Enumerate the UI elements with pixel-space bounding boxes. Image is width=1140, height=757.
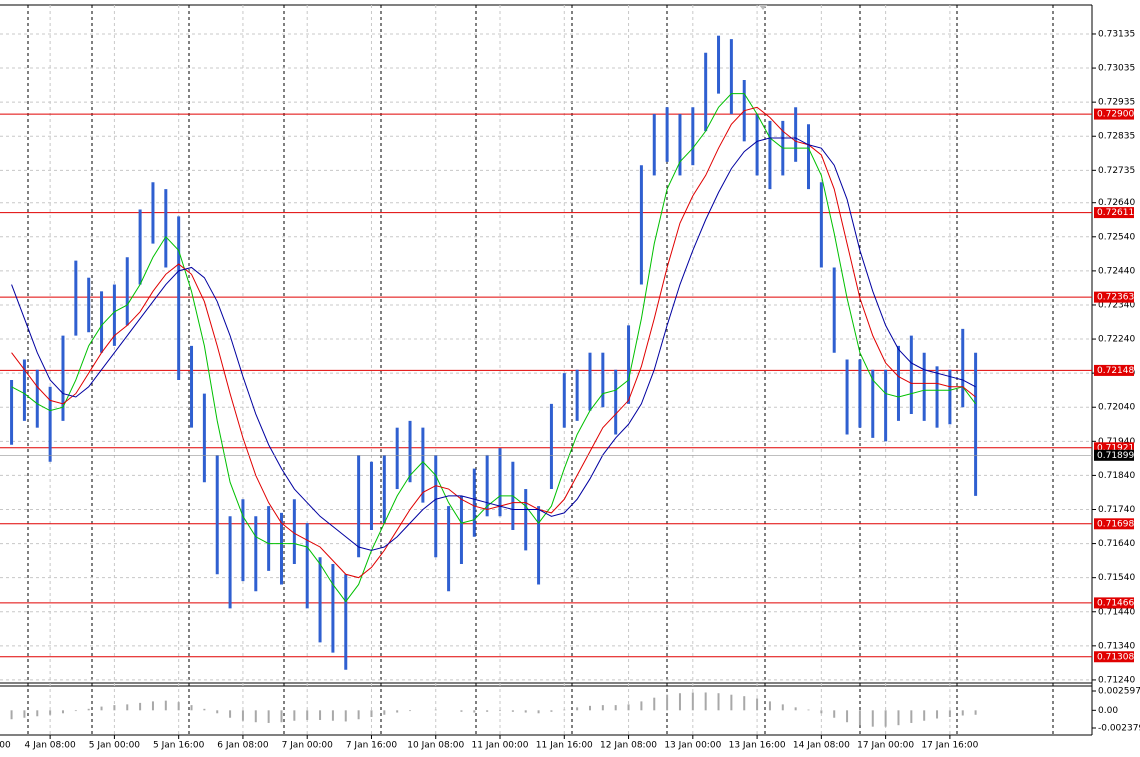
level-label: 0.71921 (1097, 443, 1134, 453)
level-tag (1094, 207, 1134, 219)
y-tick-label: 0.71740 (1098, 505, 1135, 515)
x-tick-label: 13 Jan 00:00 (664, 741, 721, 751)
osc-tick-label: 0.00 (1098, 706, 1118, 716)
y-tick-label: 0.73135 (1098, 29, 1135, 39)
y-tick-label: 0.72540 (1098, 232, 1135, 242)
y-tick-label: 0.73035 (1098, 64, 1135, 74)
y-tick-label: 0.72040 (1098, 403, 1135, 413)
y-tick-label: 0.71340 (1098, 641, 1135, 651)
x-tick-label: 17 Jan 00:00 (857, 741, 914, 751)
level-tag (1094, 597, 1134, 609)
x-tick-label: 4 Jan 08:00 (24, 741, 76, 751)
period-separators (27, 5, 1054, 735)
x-tick-label: 7 Jan 16:00 (346, 741, 398, 751)
x-tick-label: 5 Jan 16:00 (153, 741, 205, 751)
y-tick-label: 0.71640 (1098, 539, 1135, 549)
x-tick-label: 11 Jan 00:00 (472, 741, 529, 751)
y-tick-label: 0.71240 (1098, 675, 1135, 685)
level-tag (1094, 291, 1134, 303)
last-price-tag (1094, 449, 1134, 461)
level-label: 0.72363 (1097, 293, 1134, 303)
moving-average (11, 106, 976, 579)
x-tick-label: 11 Jan 16:00 (536, 741, 593, 751)
level-tag (1094, 518, 1134, 530)
x-tick-label: 10 Jan 08:00 (407, 741, 464, 751)
level-label: 0.72611 (1097, 208, 1134, 218)
shift-marker (759, 5, 767, 10)
moving-average (11, 137, 976, 551)
level-label: 0.72148 (1097, 366, 1134, 376)
x-tick-label: 17 Jan 16:00 (921, 741, 978, 751)
x-tick-label: 13 Jan 16:00 (729, 741, 786, 751)
osc-tick-label: -0.002379 (1098, 724, 1140, 734)
level-tag (1094, 364, 1134, 376)
level-label: 0.72900 (1097, 110, 1134, 120)
y-tick-label: 0.72835 (1098, 132, 1135, 142)
x-tick-label: 5 Jan 00:00 (89, 741, 141, 751)
level-label: 0.71466 (1097, 598, 1134, 608)
y-tick-label: 0.71940 (1098, 437, 1135, 447)
level-tag (1094, 651, 1134, 663)
x-tick-label: 12 Jan 08:00 (600, 741, 657, 751)
y-tick-label: 0.72340 (1098, 300, 1135, 310)
y-tick-label: 0.71440 (1098, 607, 1135, 617)
y-tick-label: 0.72735 (1098, 166, 1135, 176)
x-tick-label: 6 Jan 08:00 (217, 741, 269, 751)
y-tick-label: 0.71840 (1098, 471, 1135, 481)
level-label: 0.71698 (1097, 519, 1134, 529)
osc-tick-label: 0.002597 (1098, 687, 1140, 697)
y-tick-label: 0.72935 (1098, 98, 1135, 108)
y-tick-label: 0.72240 (1098, 335, 1135, 345)
last-price-label: 0.71899 (1097, 451, 1134, 461)
x-tick-label: 00 (0, 741, 11, 751)
level-tag (1094, 442, 1134, 454)
y-tick-label: 0.71540 (1098, 573, 1135, 583)
y-tick-label: 0.72440 (1098, 266, 1135, 276)
x-tick-label: 14 Jan 08:00 (793, 741, 850, 751)
x-tick-label: 7 Jan 00:00 (282, 741, 334, 751)
level-label: 0.71308 (1097, 652, 1134, 662)
level-tag (1094, 108, 1134, 120)
y-tick-label: 0.72640 (1098, 198, 1135, 208)
moving-average (11, 93, 977, 603)
